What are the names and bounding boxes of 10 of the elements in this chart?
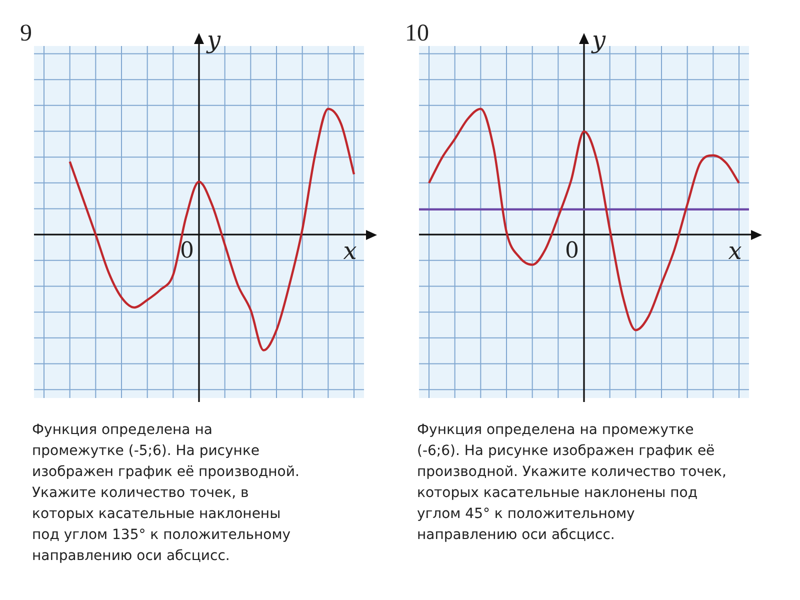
text: Функция определена на промежутке (-6;6). На рисунке изображен график её производной. Укажите количество точек, которых касательные наклонены под углом 45° к положительному направлению оси абсцисс. (417, 421, 728, 545)
y-axis-title: y (591, 26, 606, 54)
chart-title: 9 (20, 20, 32, 46)
x-axis-title: x (728, 236, 742, 265)
y-axis-title: y (206, 26, 221, 54)
chart-title: 10 (405, 20, 429, 46)
x-axis-title: x (343, 236, 358, 265)
text: Функция определена на промежутке (-5;6). На рисунке изображен график её производной. Укажите количество точек, в которых касательные наклонены под углом 135° к положительному направлению оси абсцисс. (32, 421, 300, 566)
annotation: 0 (565, 238, 579, 264)
annotation: 0 (180, 238, 194, 264)
